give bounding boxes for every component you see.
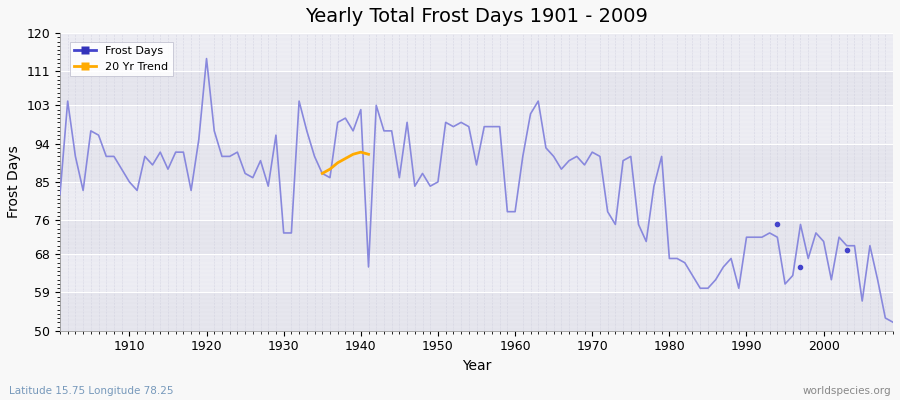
Text: worldspecies.org: worldspecies.org xyxy=(803,386,891,396)
Bar xyxy=(60,292,893,331)
Title: Yearly Total Frost Days 1901 - 2009: Yearly Total Frost Days 1901 - 2009 xyxy=(305,7,648,26)
Bar xyxy=(60,33,893,71)
Bar xyxy=(60,144,893,182)
Legend: Frost Days, 20 Yr Trend: Frost Days, 20 Yr Trend xyxy=(69,42,173,76)
Text: Latitude 15.75 Longitude 78.25: Latitude 15.75 Longitude 78.25 xyxy=(9,386,174,396)
Bar xyxy=(60,220,893,254)
X-axis label: Year: Year xyxy=(462,359,491,373)
Bar xyxy=(60,254,893,292)
Y-axis label: Frost Days: Frost Days xyxy=(7,146,21,218)
Bar xyxy=(60,105,893,144)
Bar xyxy=(60,182,893,220)
Bar xyxy=(60,71,893,105)
